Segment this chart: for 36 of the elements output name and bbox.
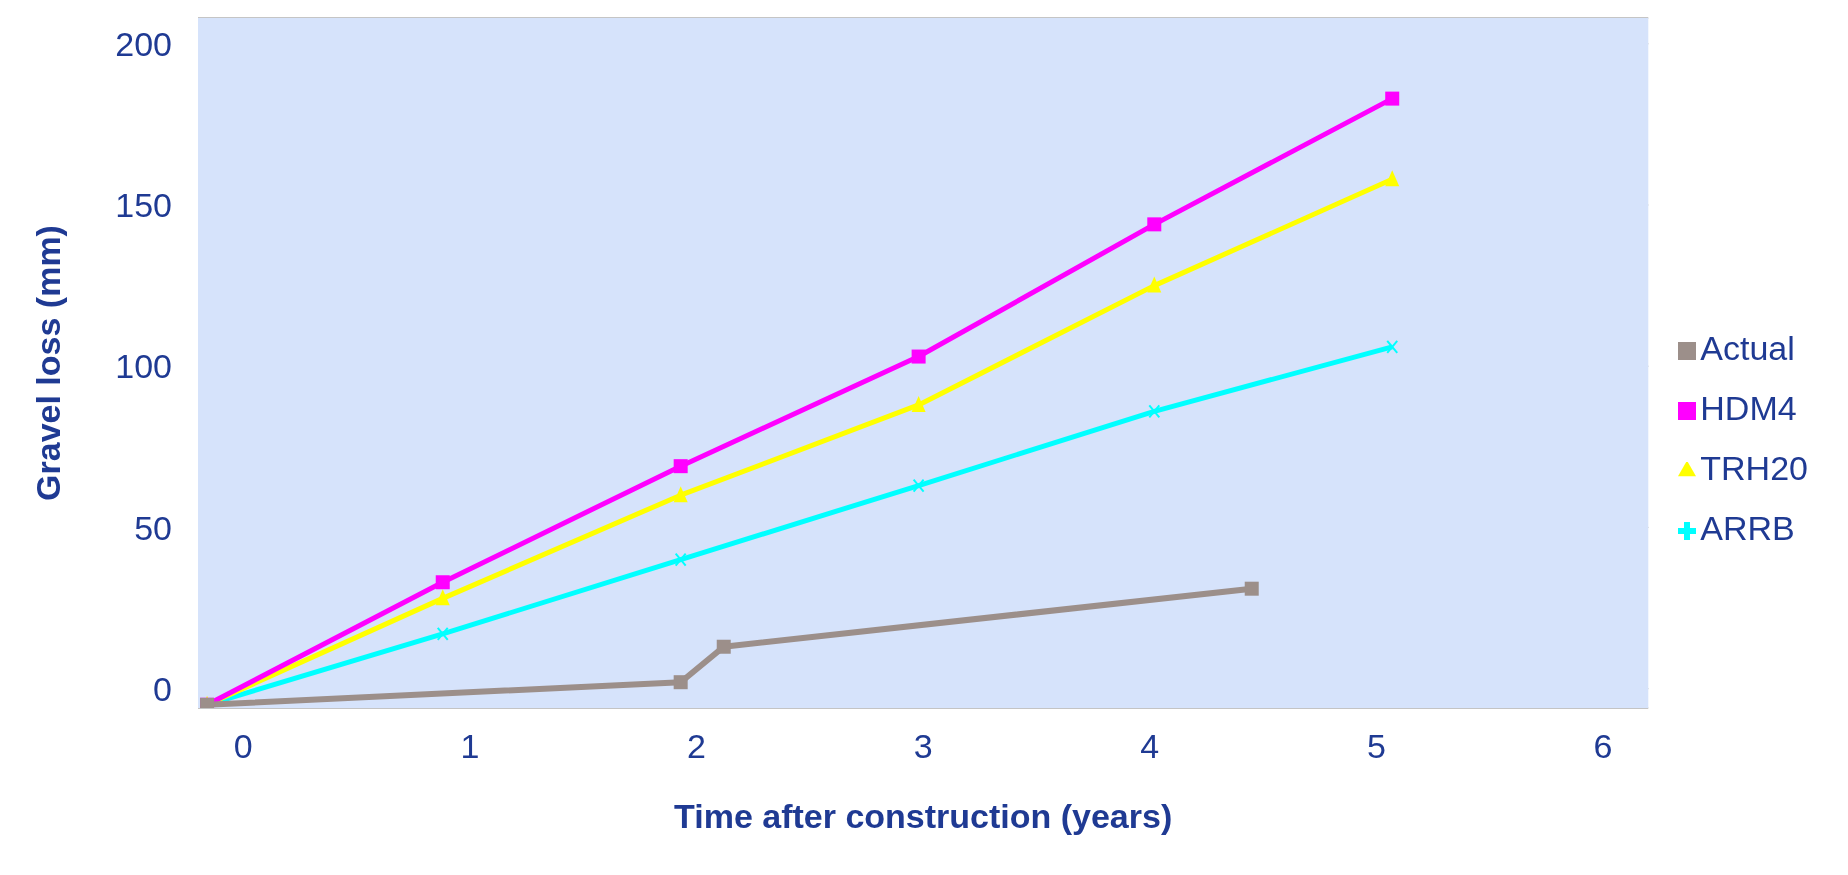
point [435,575,450,590]
x-tick-label: 0 [233,727,253,766]
y-tick-label: 0 [153,669,172,708]
point [1148,404,1161,419]
point [673,486,688,503]
point [716,639,731,654]
point [436,626,449,641]
x-tick-label: 1 [460,727,480,766]
legend-label: ARRB [1700,509,1795,547]
x-tick-label: 4 [1140,727,1160,766]
x-axis-title: Time after construction (years) [674,797,1173,835]
point [1385,170,1400,187]
legend-label: TRH20 [1700,449,1808,487]
x-tick-label: 2 [687,727,706,766]
point [435,589,450,606]
legend-label: Actual [1700,329,1795,367]
y-tick-label: 100 [115,347,172,386]
point [673,675,688,690]
y-tick-label: 150 [115,186,172,225]
point [673,459,688,474]
legend-label: HDM4 [1700,389,1797,427]
x-tick-label: 3 [913,727,933,766]
x-tick-label: 6 [1593,727,1613,766]
point [674,552,687,567]
point [1385,91,1400,106]
point [1386,339,1399,354]
y-axis-title: Gravel loss (mm) [29,225,68,501]
point [911,395,926,412]
x-tick-label: 5 [1366,727,1386,766]
y-tick-label: 200 [115,24,172,63]
point [911,349,926,364]
point [1147,276,1162,293]
point [912,478,925,493]
point [1244,581,1259,596]
y-tick-label: 50 [134,508,172,547]
point [1147,217,1162,232]
